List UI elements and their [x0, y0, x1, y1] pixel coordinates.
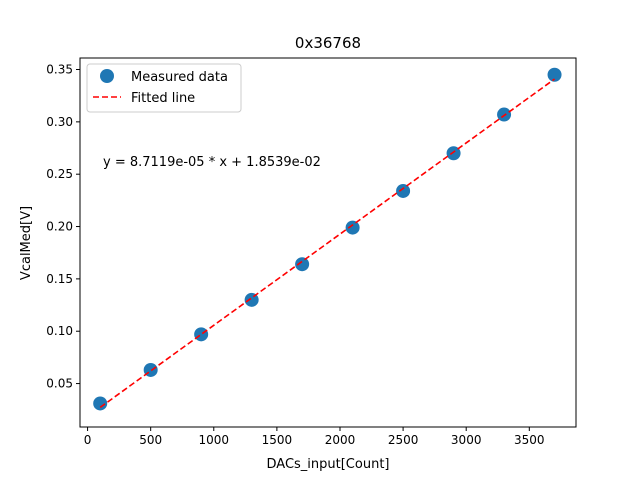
y-axis-label: VcalMed[V]	[19, 206, 34, 280]
y-tick-label: 0.15	[46, 272, 73, 286]
fitted-line	[99, 78, 556, 409]
data-point-0	[93, 396, 108, 411]
legend-label-fitted: Fitted line	[131, 91, 195, 106]
x-tick-label: 1500	[262, 433, 293, 447]
y-tick-label: 0.35	[46, 63, 73, 77]
axes-frame	[79, 57, 577, 428]
x-tick-label: 2500	[388, 433, 419, 447]
chart-title: 0x36768	[295, 34, 361, 52]
x-axis-label: DACs_input[Count]	[267, 457, 390, 472]
data-point-7	[446, 146, 461, 161]
legend: Measured data Fitted line	[86, 63, 242, 113]
y-tick-label: 0.10	[46, 324, 73, 338]
data-point-8	[497, 107, 512, 122]
legend-label-measured: Measured data	[131, 70, 228, 85]
data-point-6	[396, 183, 411, 198]
y-axis: 0.05 0.10 0.15 0.20 0.25 0.30 0.35	[46, 63, 80, 391]
x-tick-label: 3500	[514, 433, 545, 447]
x-axis: 0 500 1000 1500 2000 2500 3000 3500	[84, 427, 545, 447]
x-tick-label: 1000	[199, 433, 230, 447]
y-tick-label: 0.30	[46, 115, 73, 129]
data-point-5	[345, 220, 360, 235]
x-tick-label: 500	[139, 433, 162, 447]
legend-box	[86, 63, 242, 113]
y-tick-label: 0.05	[46, 377, 73, 391]
data-point-2	[194, 327, 209, 342]
x-tick-label: 3000	[451, 433, 482, 447]
x-tick-label: 0	[84, 433, 92, 447]
fit-equation-annotation: y = 8.7119e-05 * x + 1.8539e-02	[103, 155, 321, 170]
y-tick-label: 0.25	[46, 167, 73, 181]
plot-area	[93, 67, 562, 411]
data-point-9	[547, 67, 562, 82]
x-tick-label: 2000	[325, 433, 356, 447]
y-tick-label: 0.20	[46, 220, 73, 234]
data-point-4	[295, 257, 310, 272]
legend-marker-measured	[100, 69, 114, 83]
